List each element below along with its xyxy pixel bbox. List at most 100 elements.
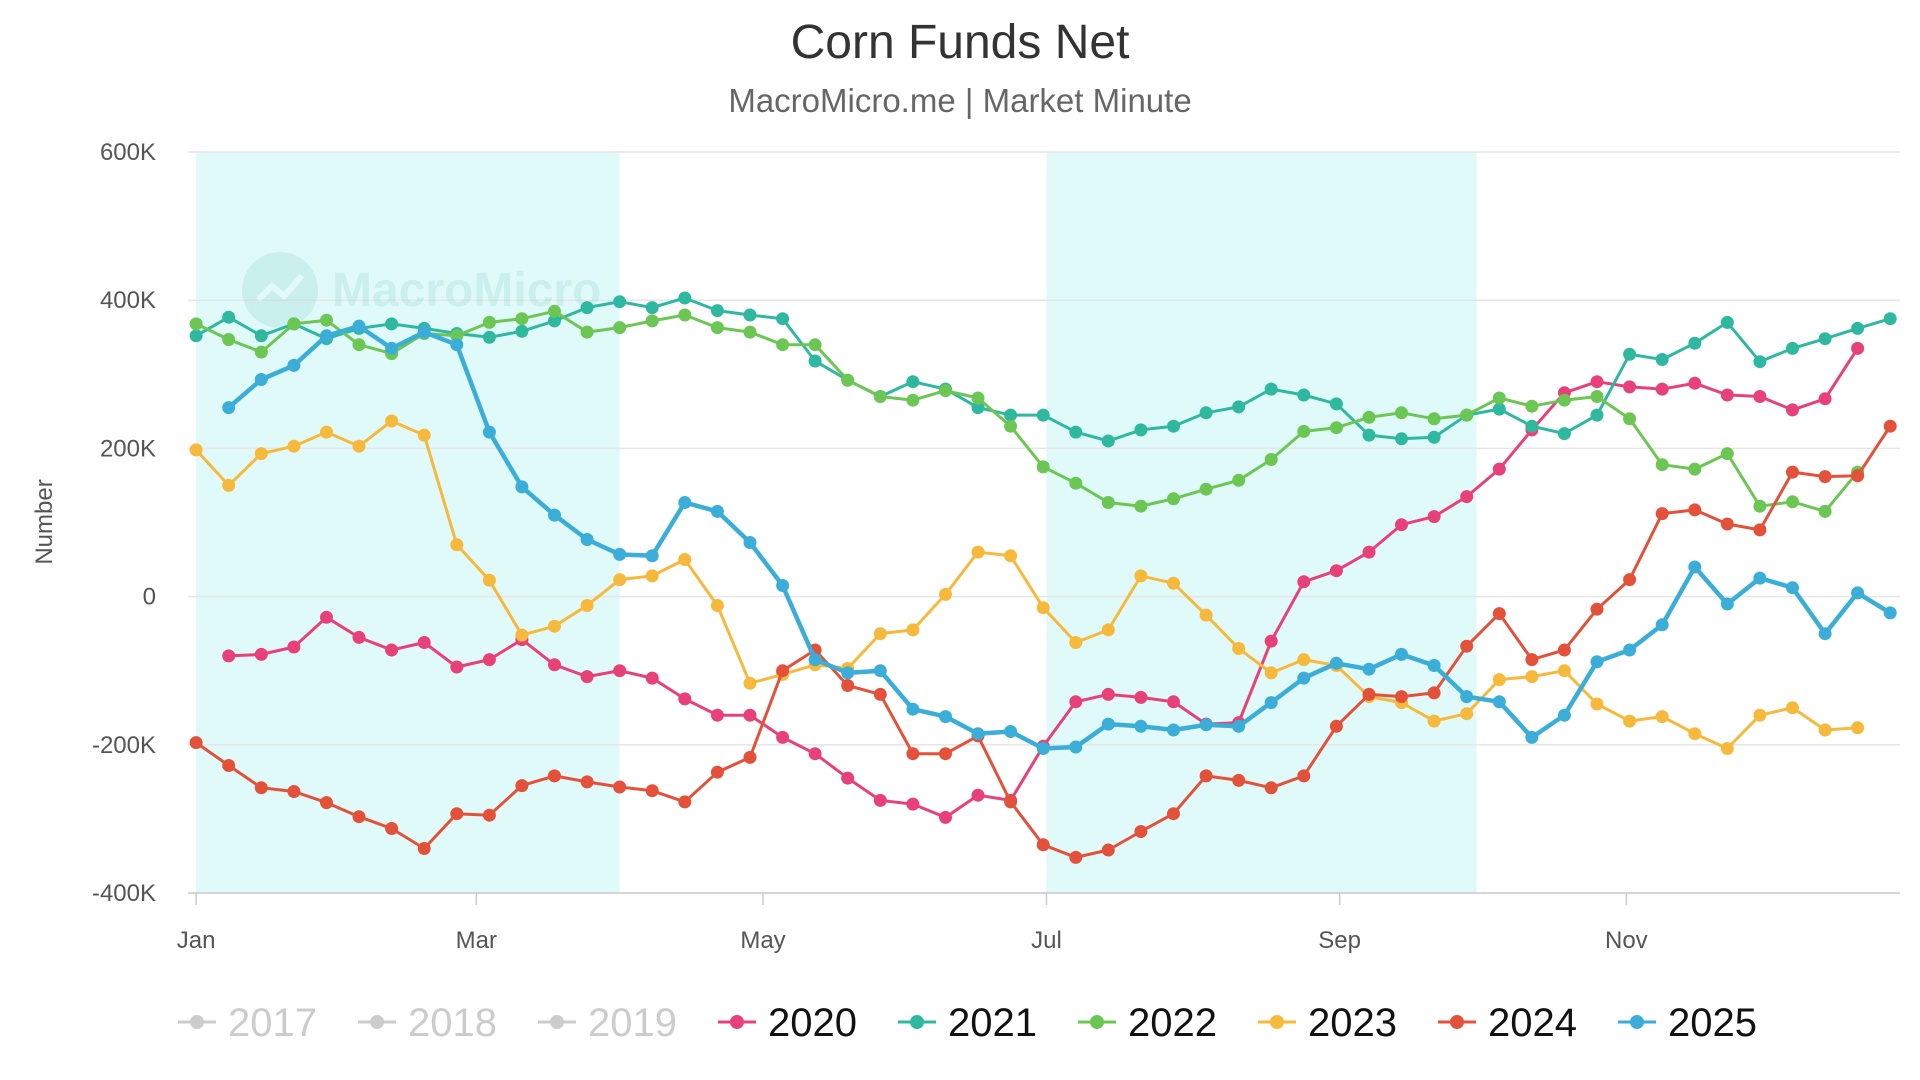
data-point-2024[interactable] (776, 664, 790, 678)
data-point-2020[interactable] (1329, 564, 1343, 578)
data-point-2021[interactable] (1199, 406, 1213, 420)
data-point-2023[interactable] (1069, 636, 1083, 649)
data-point-2023[interactable] (482, 573, 496, 587)
data-point-2024[interactable] (1655, 507, 1669, 521)
data-point-2022[interactable] (1101, 496, 1115, 509)
data-point-2021[interactable] (906, 375, 920, 389)
data-point-2021[interactable] (482, 330, 496, 344)
data-point-2025[interactable] (743, 536, 757, 549)
data-point-2024[interactable] (710, 765, 724, 779)
data-point-2025[interactable] (841, 666, 855, 680)
data-point-2020[interactable] (320, 610, 333, 624)
data-point-2020[interactable] (1264, 634, 1278, 648)
data-point-2025[interactable] (645, 549, 659, 563)
data-point-2025[interactable] (1883, 606, 1897, 620)
data-point-2024[interactable] (1720, 517, 1734, 531)
data-point-2021[interactable] (1232, 400, 1246, 414)
data-point-2024[interactable] (1264, 781, 1278, 795)
data-point-2023[interactable] (1036, 601, 1050, 615)
data-point-2024[interactable] (939, 747, 952, 761)
data-point-2024[interactable] (1036, 838, 1050, 852)
data-point-2022[interactable] (1623, 412, 1637, 426)
data-point-2025[interactable] (1036, 742, 1050, 755)
data-point-2025[interactable] (222, 401, 236, 415)
data-point-2024[interactable] (320, 796, 333, 810)
data-point-2023[interactable] (710, 599, 724, 612)
data-point-2023[interactable] (287, 439, 301, 453)
data-point-2021[interactable] (1167, 419, 1180, 433)
data-point-2025[interactable] (1069, 740, 1083, 754)
data-point-2020[interactable] (1688, 376, 1702, 390)
data-point-2024[interactable] (1688, 503, 1702, 517)
data-point-2025[interactable] (1655, 618, 1669, 632)
data-point-2022[interactable] (1492, 391, 1506, 405)
data-point-2024[interactable] (1557, 643, 1571, 657)
data-point-2025[interactable] (1623, 643, 1637, 657)
data-point-2025[interactable] (287, 358, 301, 372)
data-point-2020[interactable] (1851, 341, 1865, 355)
data-point-2022[interactable] (1004, 419, 1018, 433)
data-point-2023[interactable] (1427, 714, 1441, 728)
data-point-2023[interactable] (645, 569, 659, 583)
data-point-2021[interactable] (613, 295, 627, 309)
data-point-2024[interactable] (1101, 843, 1115, 857)
data-point-2024[interactable] (1590, 602, 1604, 616)
data-point-2025[interactable] (1329, 656, 1343, 670)
data-point-2020[interactable] (1590, 375, 1604, 389)
data-point-2023[interactable] (1851, 721, 1865, 735)
data-point-2020[interactable] (939, 810, 952, 824)
data-point-2024[interactable] (1818, 470, 1832, 484)
data-point-2020[interactable] (254, 647, 268, 661)
data-point-2025[interactable] (580, 533, 594, 546)
data-point-2023[interactable] (385, 414, 399, 428)
data-point-2023[interactable] (1623, 714, 1637, 728)
data-point-2022[interactable] (678, 308, 692, 322)
data-point-2023[interactable] (1004, 549, 1018, 563)
data-point-2022[interactable] (1753, 499, 1767, 513)
data-point-2021[interactable] (776, 312, 790, 326)
data-point-2025[interactable] (613, 547, 627, 561)
data-point-2021[interactable] (1427, 430, 1441, 444)
data-point-2020[interactable] (743, 708, 757, 722)
data-point-2020[interactable] (645, 671, 659, 685)
data-point-2021[interactable] (678, 291, 692, 305)
data-point-2024[interactable] (254, 781, 268, 795)
series-2025[interactable] (222, 319, 1897, 755)
data-point-2024[interactable] (1069, 850, 1083, 864)
data-point-2024[interactable] (1460, 639, 1474, 653)
data-point-2021[interactable] (1362, 428, 1376, 442)
data-point-2024[interactable] (906, 747, 920, 761)
data-point-2023[interactable] (450, 538, 464, 552)
data-point-2023[interactable] (678, 553, 692, 566)
legend-item-2025[interactable]: 2025 (1618, 1001, 1757, 1045)
data-point-2020[interactable] (1786, 403, 1799, 417)
data-point-2023[interactable] (417, 428, 431, 442)
data-point-2024[interactable] (645, 784, 659, 798)
data-point-2022[interactable] (580, 325, 594, 339)
data-point-2021[interactable] (1036, 408, 1050, 422)
data-point-2025[interactable] (417, 325, 431, 339)
data-point-2022[interactable] (1525, 399, 1539, 413)
data-point-2023[interactable] (1492, 673, 1506, 687)
data-point-2023[interactable] (1460, 707, 1474, 721)
data-point-2023[interactable] (1786, 701, 1799, 715)
data-point-2023[interactable] (939, 587, 952, 601)
data-point-2021[interactable] (1525, 419, 1539, 433)
data-point-2023[interactable] (971, 545, 985, 559)
data-point-2024[interactable] (1297, 769, 1311, 783)
data-point-2020[interactable] (1395, 518, 1408, 532)
data-point-2023[interactable] (320, 425, 333, 439)
data-point-2022[interactable] (1427, 412, 1441, 426)
legend-item-2022[interactable]: 2022 (1078, 1001, 1217, 1045)
data-point-2020[interactable] (776, 730, 790, 744)
data-point-2024[interactable] (352, 810, 366, 824)
data-point-2022[interactable] (287, 317, 301, 331)
data-point-2024[interactable] (1525, 653, 1539, 667)
data-point-2022[interactable] (1036, 460, 1050, 474)
data-point-2022[interactable] (1590, 390, 1604, 403)
data-point-2023[interactable] (1818, 723, 1832, 737)
data-point-2024[interactable] (548, 769, 561, 783)
data-point-2024[interactable] (613, 780, 627, 794)
data-point-2023[interactable] (515, 628, 529, 642)
data-point-2025[interactable] (710, 504, 724, 518)
